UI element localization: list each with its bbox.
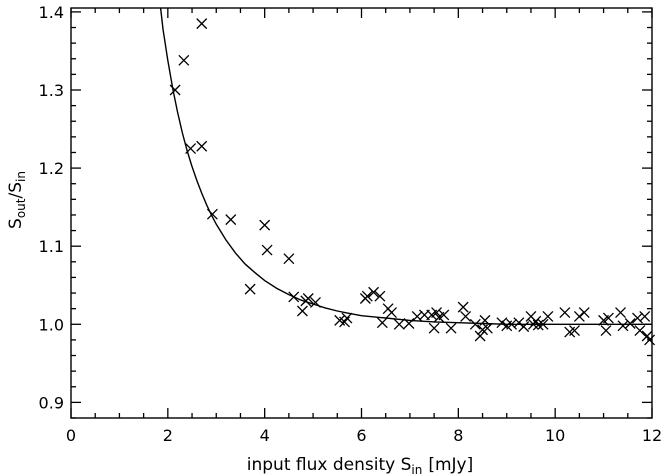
- plot-frame: [70, 7, 653, 419]
- data-point: [469, 318, 481, 330]
- y-tick-label: 0.9: [39, 393, 64, 412]
- data-point: [602, 312, 614, 324]
- data-point: [361, 290, 373, 302]
- data-point: [617, 320, 629, 332]
- x-tick-label: 12: [642, 426, 662, 445]
- data-point: [532, 319, 544, 331]
- data-point: [559, 307, 571, 319]
- data-point: [296, 305, 308, 317]
- data-point: [460, 311, 472, 322]
- data-point: [569, 325, 580, 336]
- x-axis-ticks: 0 2 4 6 8 10 12: [66, 8, 662, 445]
- data-point: [368, 286, 380, 298]
- y-tick-label: 1.0: [39, 315, 64, 334]
- y-tick-label: 1.1: [39, 237, 64, 256]
- data-point: [178, 54, 190, 66]
- y-tick-label: 1.4: [39, 3, 64, 22]
- x-tick-label: 10: [545, 426, 565, 445]
- fit-curve: [159, 7, 652, 325]
- x-tick-label: 0: [66, 426, 76, 445]
- data-point: [411, 311, 423, 322]
- data-point: [196, 18, 208, 30]
- data-point: [573, 311, 585, 322]
- data-point: [639, 311, 651, 322]
- data-point: [496, 317, 508, 329]
- data-point: [393, 318, 405, 330]
- data-point: [445, 322, 457, 334]
- y-axis-label: Sout/Sin: [6, 171, 28, 229]
- data-point: [196, 140, 208, 152]
- x-tick-label: 4: [260, 426, 270, 445]
- data-point: [513, 317, 525, 329]
- y-tick-label: 1.2: [39, 159, 64, 178]
- data-point: [259, 219, 271, 231]
- data-point: [225, 214, 237, 226]
- data-point: [438, 309, 450, 321]
- data-point: [457, 301, 469, 313]
- y-axis-ticks: 0.9 1.0 1.1 1.2 1.3 1.4: [39, 3, 652, 419]
- x-tick-label: 6: [356, 426, 366, 445]
- data-point: [374, 290, 386, 302]
- data-point: [615, 307, 626, 319]
- data-point: [341, 312, 353, 324]
- data-point: [376, 317, 388, 329]
- data-point: [244, 283, 256, 295]
- data-point: [261, 244, 273, 256]
- data-point: [632, 312, 643, 324]
- data-point: [518, 321, 530, 333]
- data-point: [386, 307, 397, 319]
- data-point: [283, 253, 295, 265]
- data-point: [542, 311, 554, 322]
- x-tick-label: 8: [453, 426, 463, 445]
- data-point: [634, 325, 646, 336]
- x-axis-label: input flux density Sin [mJy]: [247, 455, 473, 476]
- data-points: [169, 18, 656, 346]
- x-tick-label: 2: [163, 426, 173, 445]
- data-point: [600, 325, 612, 336]
- y-tick-label: 1.3: [39, 81, 64, 100]
- data-point: [624, 318, 636, 329]
- data-point: [578, 307, 590, 319]
- data-point: [428, 322, 440, 334]
- data-point: [481, 322, 493, 334]
- data-point: [169, 84, 181, 96]
